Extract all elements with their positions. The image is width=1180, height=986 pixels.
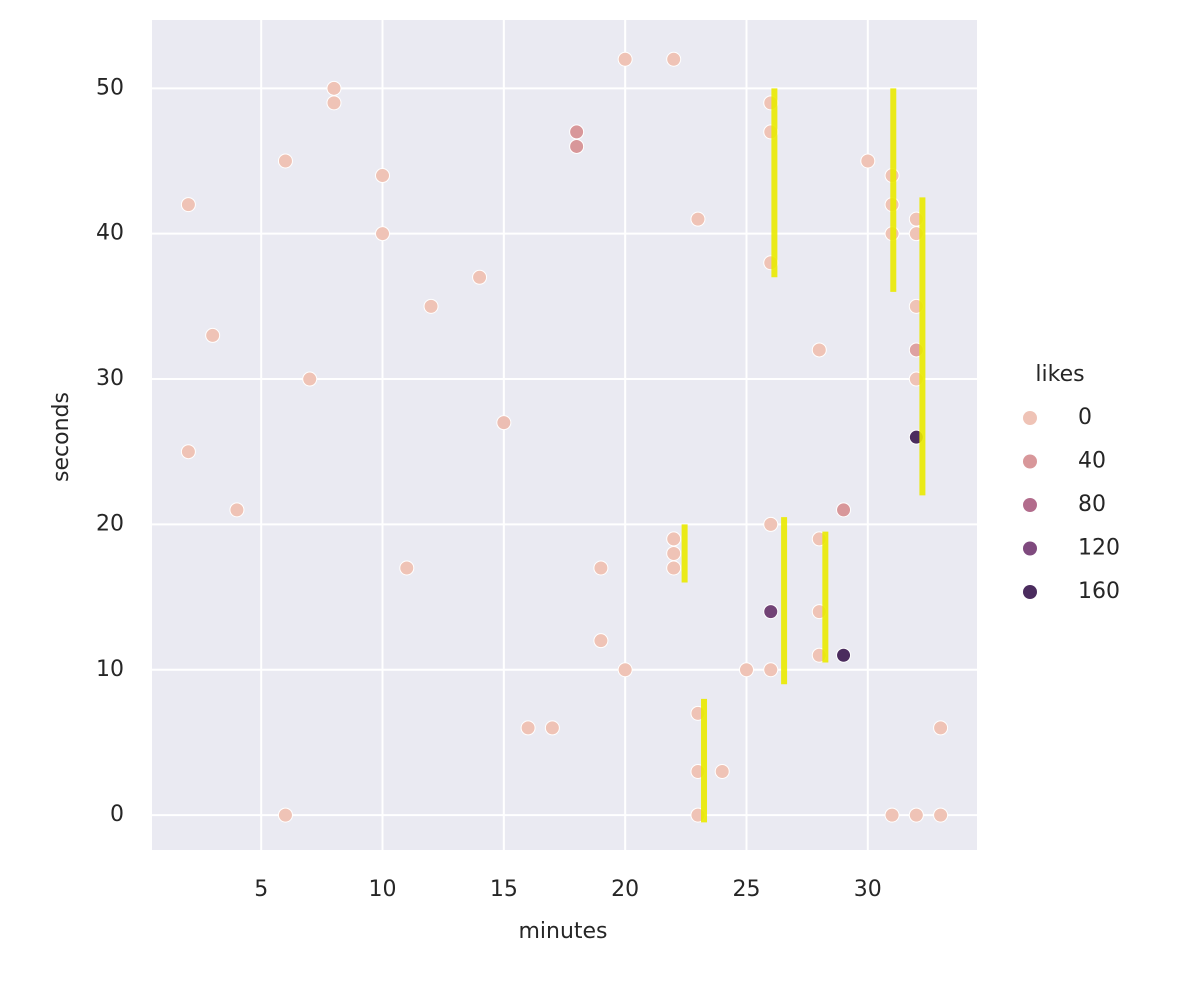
legend-label: 160	[1078, 579, 1120, 604]
point	[666, 51, 682, 67]
point	[569, 138, 585, 154]
point	[666, 560, 682, 576]
y-axis-label: seconds	[49, 392, 74, 482]
point	[908, 807, 924, 823]
point	[544, 720, 560, 736]
point	[666, 531, 682, 547]
plot-area	[152, 20, 977, 850]
x-tick-label: 30	[854, 877, 882, 902]
point	[399, 560, 415, 576]
point	[205, 327, 221, 343]
point	[714, 764, 730, 780]
point	[690, 211, 706, 227]
x-tick-label: 5	[254, 877, 268, 902]
y-tick-label: 50	[96, 75, 124, 100]
point	[229, 502, 245, 518]
point	[811, 342, 827, 358]
y-tick-label: 10	[96, 657, 124, 682]
point	[593, 633, 609, 649]
x-tick-label: 20	[611, 877, 639, 902]
point	[933, 720, 949, 736]
y-tick-label: 0	[110, 802, 124, 827]
point	[666, 545, 682, 561]
x-tick-label: 15	[490, 877, 518, 902]
point	[277, 807, 293, 823]
point	[860, 153, 876, 169]
point	[884, 807, 900, 823]
legend-label: 0	[1078, 405, 1092, 430]
point	[472, 269, 488, 285]
x-tick-label: 25	[732, 877, 760, 902]
x-axis-label: minutes	[518, 919, 607, 944]
point	[520, 720, 536, 736]
point	[423, 298, 439, 314]
point	[836, 502, 852, 518]
point	[933, 807, 949, 823]
point	[763, 604, 779, 620]
legend-title: likes	[1035, 362, 1084, 387]
point	[326, 80, 342, 96]
y-tick-label: 40	[96, 221, 124, 246]
legend-marker	[1023, 498, 1037, 512]
point	[496, 415, 512, 431]
legend-marker	[1023, 454, 1037, 469]
legend-marker	[1023, 585, 1037, 599]
point	[302, 371, 318, 387]
x-tick-label: 10	[369, 877, 397, 902]
point	[763, 662, 779, 678]
legend-marker	[1023, 541, 1037, 556]
y-tick-label: 30	[96, 366, 124, 391]
legend-label: 120	[1078, 536, 1120, 561]
point	[569, 124, 585, 140]
point	[617, 51, 633, 67]
point	[375, 226, 391, 242]
point	[763, 516, 779, 532]
point	[180, 444, 196, 460]
point	[180, 197, 196, 213]
point	[277, 153, 293, 169]
legend-marker	[1023, 411, 1037, 425]
legend-label: 40	[1078, 449, 1106, 474]
point	[617, 662, 633, 678]
point	[375, 168, 391, 184]
y-tick-label: 20	[96, 511, 124, 536]
point	[738, 662, 754, 678]
point	[593, 560, 609, 576]
legend-label: 80	[1078, 492, 1106, 517]
point	[836, 647, 852, 663]
point	[326, 95, 342, 111]
